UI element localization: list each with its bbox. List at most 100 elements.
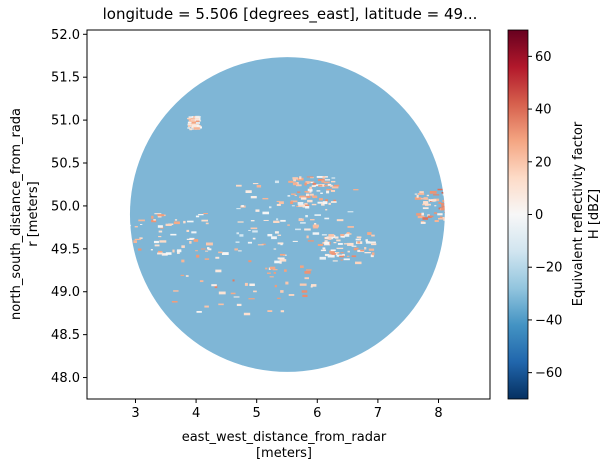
echo-pixel (204, 305, 209, 308)
echo-pixel (454, 306, 457, 308)
echo-pixel (239, 234, 244, 237)
echo-pixel (323, 243, 331, 246)
echo-pixel (218, 291, 226, 295)
echo-pixel (417, 215, 425, 219)
echo-pixel (300, 221, 306, 224)
echo-pixel (250, 220, 255, 222)
echo-pixel (304, 202, 308, 206)
echo-pixel (353, 248, 358, 251)
echo-pixel (435, 318, 439, 320)
echo-pixel (255, 209, 260, 212)
echo-pixel (322, 247, 326, 250)
echo-pixel (441, 312, 445, 315)
echo-pixel (292, 240, 298, 242)
echo-pixel (252, 237, 256, 240)
colorbar-tick-label: 60 (535, 50, 552, 65)
colorbar-label-line2: H [dBZ] (587, 189, 602, 239)
echo-pixel (165, 252, 172, 255)
echo-pixel (463, 296, 468, 298)
echo-pixel (323, 181, 330, 184)
echo-pixel (446, 197, 449, 199)
echo-pixel (448, 304, 451, 307)
echo-pixel (204, 258, 210, 260)
echo-pixel (438, 202, 442, 204)
echo-pixel (214, 285, 218, 289)
echo-pixel (463, 334, 468, 336)
echo-pixel (458, 318, 462, 320)
echo-pixel (183, 220, 186, 224)
echo-pixel (188, 116, 196, 119)
echo-pixel (299, 265, 304, 268)
echo-pixel (250, 195, 257, 199)
echo-pixel (420, 221, 426, 224)
echo-pixel (300, 197, 307, 200)
echo-pixel (276, 200, 281, 202)
echo-pixel (420, 221, 425, 223)
echo-pixel (292, 177, 298, 180)
echo-pixel (268, 267, 271, 271)
echo-pixel (284, 269, 287, 272)
echo-pixel (280, 290, 284, 293)
echo-pixel (337, 242, 343, 245)
echo-pixel (446, 327, 449, 330)
echo-pixel (444, 196, 445, 198)
y-axis-label-line2: r [meters] (26, 181, 41, 247)
echo-pixel (441, 316, 445, 320)
echo-pixel (310, 219, 315, 221)
echo-pixel (190, 119, 195, 121)
echo-pixel (270, 266, 276, 270)
echo-pixel (438, 307, 445, 310)
echo-pixel (441, 205, 445, 208)
echo-pixel (457, 311, 462, 313)
echo-pixel (312, 232, 320, 235)
echo-pixel (100, 231, 104, 232)
echo-pixel (445, 305, 452, 307)
echo-pixel (318, 178, 325, 181)
echo-pixel (440, 312, 445, 314)
echo-pixel (325, 208, 328, 211)
echo-pixel (253, 290, 257, 293)
echo-pixel (312, 227, 319, 229)
y-tick-label: 48.5 (51, 328, 80, 343)
echo-pixel (304, 271, 311, 274)
echo-pixel (302, 204, 310, 207)
echo-pixel (330, 251, 335, 255)
echo-pixel (441, 192, 444, 194)
echo-pixel (296, 184, 302, 187)
y-tick-label: 49.0 (51, 285, 80, 300)
echo-pixel (457, 305, 460, 307)
echo-pixel (316, 175, 324, 178)
echo-pixel (450, 219, 453, 221)
echo-pixel (232, 279, 235, 282)
echo-pixel (346, 255, 350, 257)
echo-pixel (195, 116, 202, 118)
echo-pixel (331, 253, 336, 255)
echo-pixel (347, 242, 354, 246)
echo-pixel (189, 120, 195, 122)
echo-pixel (436, 308, 442, 311)
echo-pixel (114, 234, 118, 235)
echo-pixel (180, 274, 185, 276)
echo-pixel (187, 121, 191, 124)
echo-pixel (211, 284, 217, 287)
y-tick-label: 52.0 (51, 28, 80, 43)
echo-pixel (330, 201, 337, 203)
echo-pixel (334, 236, 339, 239)
echo-pixel (430, 299, 434, 301)
echo-pixel (307, 240, 314, 242)
echo-pixel (332, 260, 338, 262)
echo-pixel (304, 190, 310, 193)
echo-pixel (237, 221, 244, 223)
echo-pixel (191, 123, 196, 125)
echo-pixel (235, 241, 240, 243)
echo-pixel (324, 179, 331, 181)
echo-pixel (427, 214, 430, 217)
echo-pixel (324, 253, 330, 257)
echo-pixel (317, 201, 323, 204)
echo-pixel (424, 203, 431, 206)
echo-pixel (446, 321, 452, 323)
echo-pixel (462, 298, 468, 299)
echo-pixel (358, 238, 361, 241)
echo-pixel (432, 302, 437, 306)
echo-pixel (158, 235, 162, 238)
